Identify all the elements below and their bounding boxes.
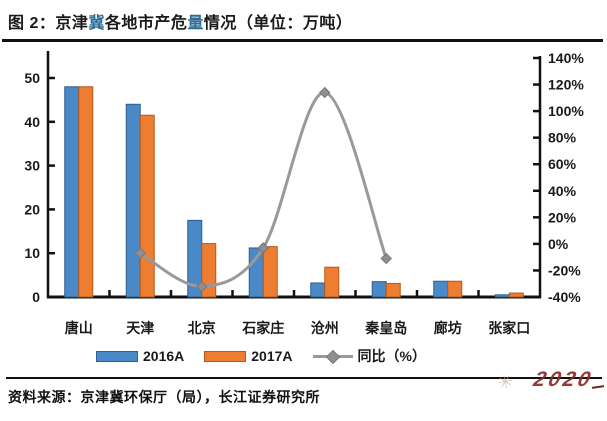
x-axis-category-label: 秦皇岛	[364, 320, 407, 336]
legend-label-2017a: 2017A	[251, 348, 293, 364]
x-axis-category-label: 廊坊	[434, 320, 462, 336]
yoy-line	[139, 91, 388, 288]
bar-2017A	[324, 266, 340, 298]
legend-line-marker-icon	[312, 349, 353, 364]
chart-title: 图 2：京津冀各地市产危量情况（单位：万吨）	[8, 9, 352, 33]
title-part: 图 2：京津	[8, 15, 89, 32]
title-underline	[2, 39, 603, 42]
bar-2016A	[125, 103, 141, 298]
yoy-marker-diamond	[196, 280, 208, 293]
title-part-highlight: 冀	[88, 15, 105, 32]
y2-axis-label: 0%	[548, 236, 569, 252]
y-axis-label: 50	[24, 70, 40, 86]
y2-axis-label: 140%	[548, 50, 584, 66]
y-axis-label: 40	[24, 114, 40, 130]
y-axis-label: 30	[24, 158, 40, 174]
bar-2016A	[310, 282, 326, 298]
x-axis-category-label: 沧州	[311, 320, 339, 336]
y-axis-label: 10	[24, 245, 40, 261]
title-part: 情况（单位：万吨）	[203, 15, 353, 32]
watermark-scribble-icon: ✳	[495, 370, 515, 394]
x-axis-category-label: 北京	[188, 320, 216, 336]
yoy-marker-diamond	[380, 252, 392, 265]
bar-2016A	[494, 294, 510, 298]
watermark-tail-mark	[591, 385, 605, 389]
legend-label-2016a: 2016A	[143, 348, 185, 364]
y2-axis-label: 40%	[548, 183, 577, 199]
bar-2017A	[385, 282, 401, 298]
watermark-2020: ✳ 2020	[495, 364, 605, 398]
title-part: 各地市产危	[104, 15, 188, 32]
source-text: 资料来源：京津冀环保厅（局），长江证券研究所	[8, 389, 320, 405]
bar-2017A	[201, 243, 217, 298]
y-axis-label: 20	[24, 201, 40, 217]
watermark-text: 2020	[531, 368, 596, 391]
bar-2016A	[248, 247, 264, 298]
legend-swatch-2016a	[96, 350, 138, 362]
legend-swatch-2017a	[204, 350, 247, 362]
title-part-highlight: 量	[187, 15, 204, 32]
x-axis-category-label: 唐山	[65, 320, 93, 336]
y-axis-label: 0	[32, 289, 40, 305]
legend-label-yoy: 同比（%）	[357, 348, 426, 364]
x-axis-category-label: 石家庄	[241, 320, 284, 336]
bar-line-chart: 0 10 20 30 40 50 140% 120% 100% 80% 60% 40% 20% 0% -20…	[24, 50, 584, 336]
legend-item-2017a: 2017A	[204, 348, 293, 364]
x-axis-category-label: 天津	[126, 320, 154, 336]
footer-rule	[6, 377, 602, 379]
bar-2017A	[447, 280, 463, 298]
x-axis-category-label: 张家口	[488, 320, 530, 336]
yoy-marker-diamond	[319, 86, 331, 99]
y2-axis-label: 60%	[548, 156, 577, 172]
y2-axis-label: 100%	[548, 103, 584, 119]
legend-item-2016a: 2016A	[96, 348, 184, 364]
bar-2016A	[64, 86, 80, 298]
y2-axis-label: 80%	[548, 130, 577, 146]
chart-legend: 2016A 2017A 同比（%）	[96, 346, 426, 366]
bar-2017A	[78, 86, 94, 298]
bar-2017A	[262, 246, 278, 298]
bar-2017A	[139, 114, 155, 298]
legend-item-yoy: 同比（%）	[312, 346, 426, 366]
bar-2017A	[508, 292, 524, 298]
bar-2016A	[371, 281, 387, 298]
y2-axis-label: 20%	[548, 209, 577, 225]
y2-axis-label: 120%	[548, 77, 584, 93]
yoy-marker-diamond	[257, 242, 269, 254]
bar-2016A	[433, 280, 449, 298]
y2-axis-label: -40%	[548, 289, 581, 305]
yoy-marker-diamond	[134, 247, 146, 259]
y2-axis-label: -20%	[548, 262, 581, 278]
